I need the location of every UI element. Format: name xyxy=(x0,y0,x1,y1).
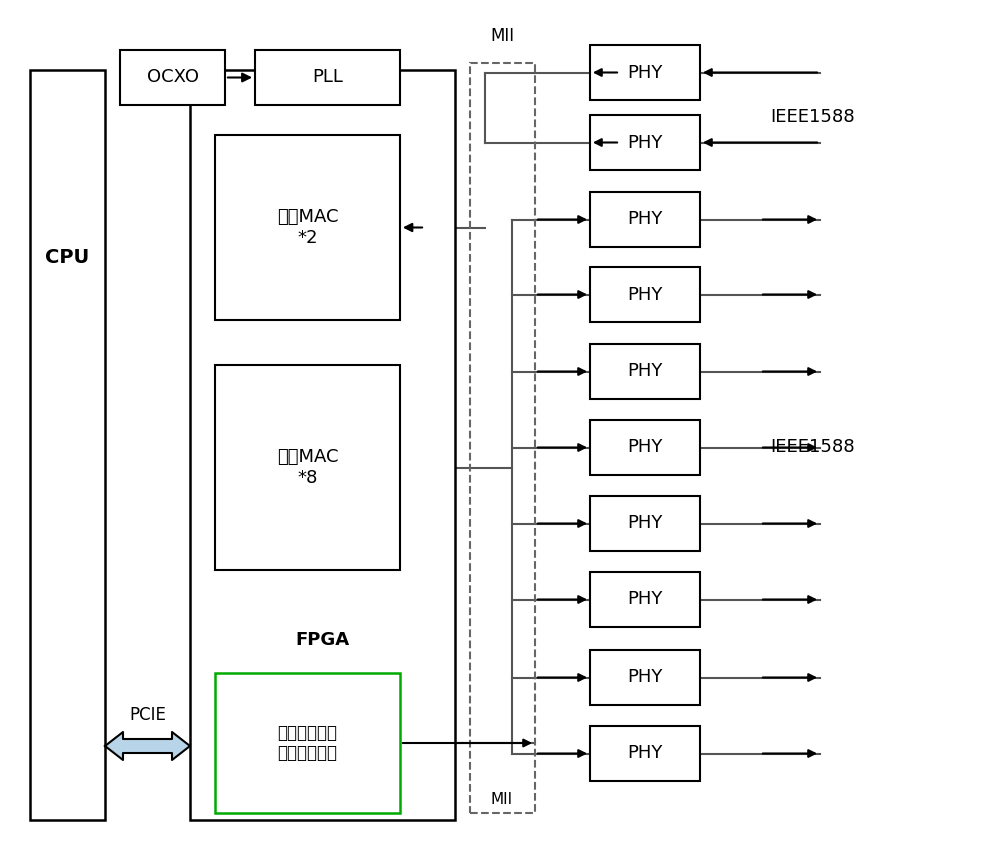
Polygon shape xyxy=(105,732,123,760)
Text: PHY: PHY xyxy=(627,362,663,381)
Text: OCXO: OCXO xyxy=(146,68,198,86)
Text: PHY: PHY xyxy=(627,669,663,687)
Text: PHY: PHY xyxy=(627,515,663,533)
Bar xyxy=(590,726,700,781)
Text: PHY: PHY xyxy=(627,285,663,304)
Bar xyxy=(215,135,400,320)
Bar xyxy=(215,365,400,570)
Bar xyxy=(190,70,455,820)
Text: PLL: PLL xyxy=(312,68,343,86)
Text: 硬件时间戟探
测及生成模块: 硬件时间戟探 测及生成模块 xyxy=(278,724,338,762)
Bar xyxy=(470,63,535,813)
Text: FPGA: FPGA xyxy=(295,631,349,649)
Bar xyxy=(590,572,700,627)
Bar xyxy=(215,673,400,813)
Text: MII: MII xyxy=(491,792,513,807)
Text: 接收MAC
*2: 接收MAC *2 xyxy=(277,208,338,247)
Text: PHY: PHY xyxy=(627,210,663,228)
Bar xyxy=(590,192,700,247)
Bar xyxy=(590,45,700,100)
Bar xyxy=(590,267,700,322)
Polygon shape xyxy=(172,732,190,760)
Text: CPU: CPU xyxy=(45,248,90,267)
Bar xyxy=(590,420,700,475)
Text: PCIE: PCIE xyxy=(129,706,166,724)
Text: PHY: PHY xyxy=(627,63,663,81)
Text: MII: MII xyxy=(490,27,514,45)
Text: 发送MAC
*8: 发送MAC *8 xyxy=(277,448,338,487)
Text: PHY: PHY xyxy=(627,439,663,457)
Text: PHY: PHY xyxy=(627,133,663,151)
Text: IEEE1588: IEEE1588 xyxy=(770,108,855,126)
Bar xyxy=(123,739,172,753)
Bar xyxy=(590,496,700,551)
Bar xyxy=(590,344,700,399)
Bar xyxy=(120,50,225,105)
Text: PHY: PHY xyxy=(627,591,663,608)
Bar xyxy=(30,70,105,820)
Text: IEEE1588: IEEE1588 xyxy=(770,438,855,456)
Bar xyxy=(255,50,400,105)
Bar xyxy=(590,650,700,705)
Bar xyxy=(590,115,700,170)
Text: PHY: PHY xyxy=(627,745,663,763)
